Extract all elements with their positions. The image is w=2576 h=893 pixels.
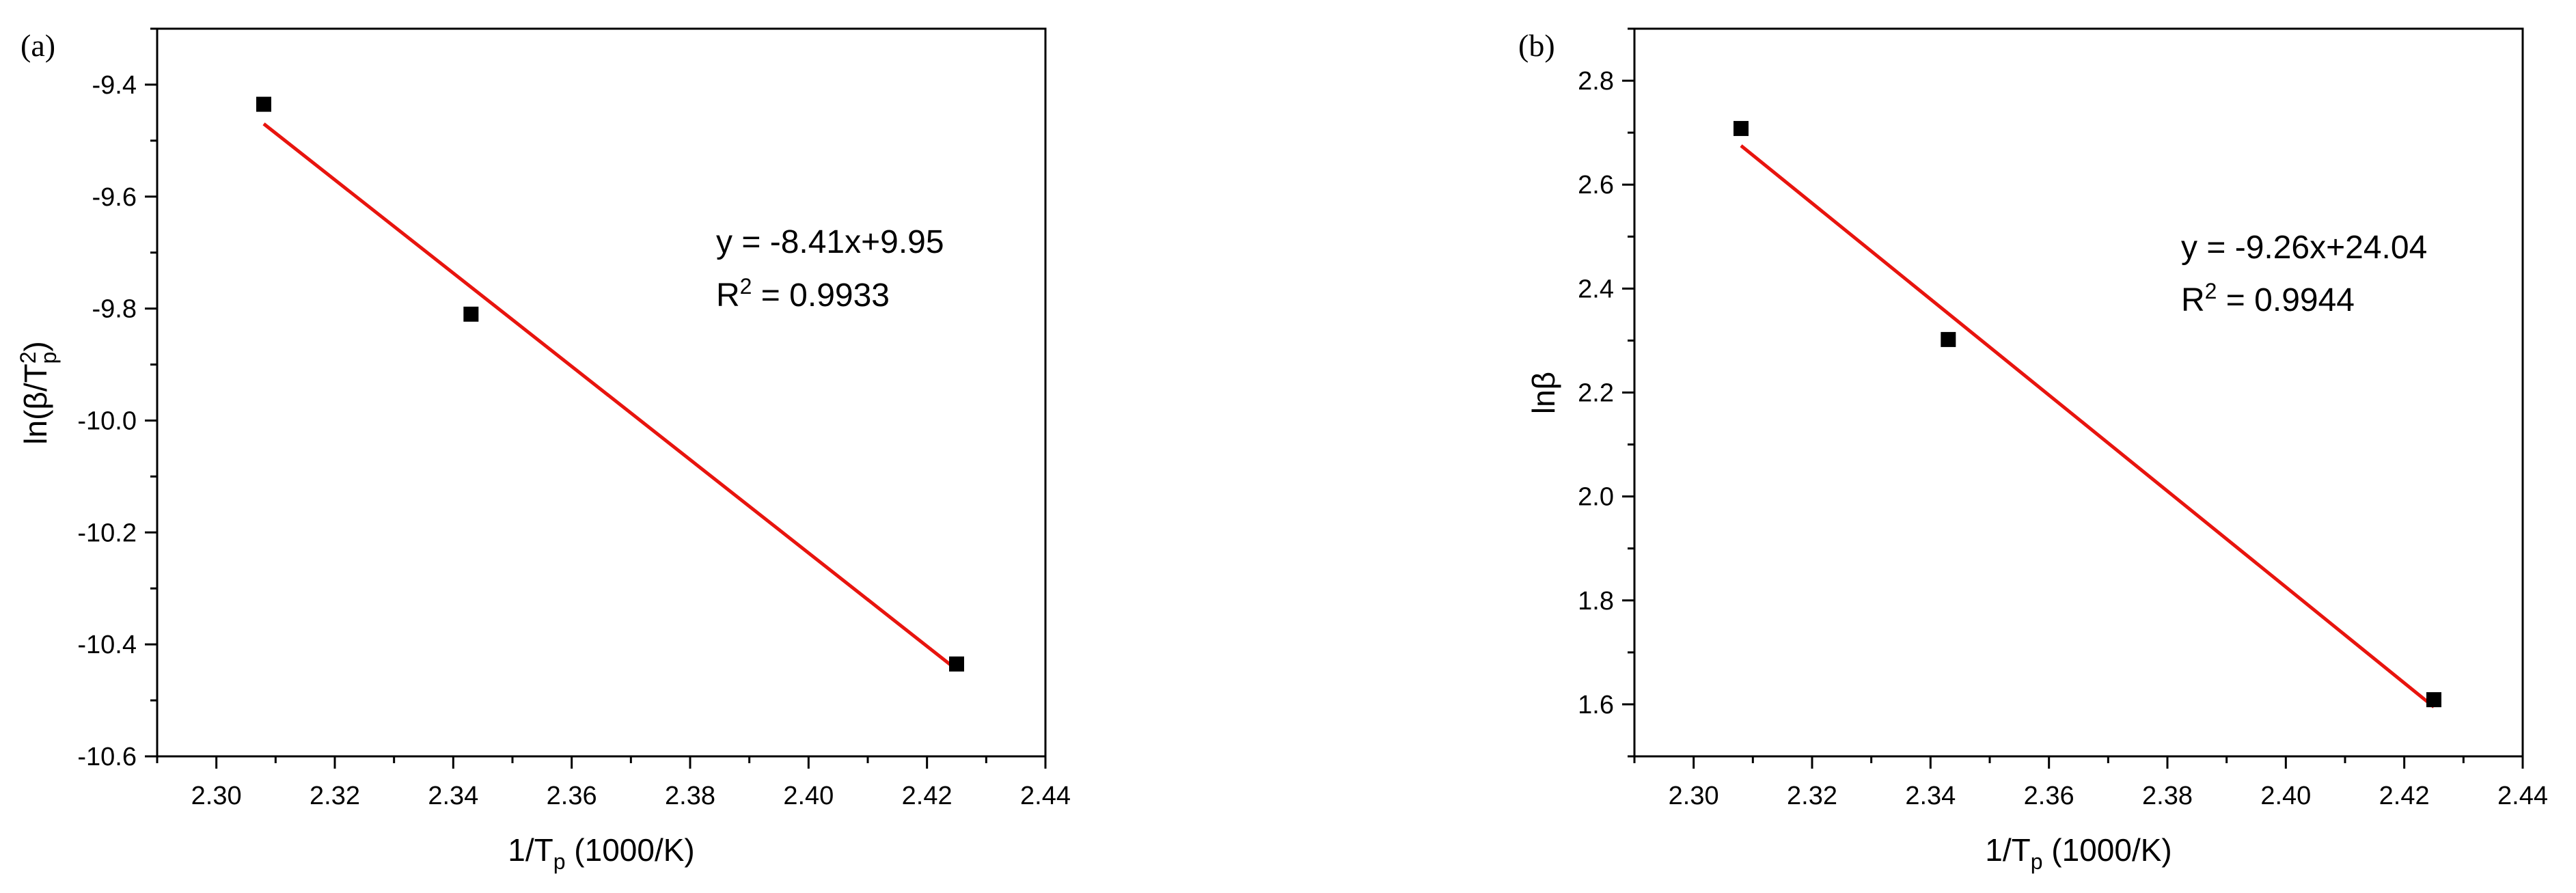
panel-b-y-tick-label: 1.6 <box>1578 691 1614 719</box>
panel-b-fit-line <box>1740 144 2435 709</box>
panel-a-x-tick-label: 2.42 <box>902 782 953 810</box>
panel-a-xlabel-units: (1000/K) <box>566 832 695 868</box>
panel-a-plot-frame <box>156 27 1047 758</box>
panel-a-r2-sup: 2 <box>740 274 752 299</box>
panel-b-fit <box>1740 144 2435 709</box>
panel-a-ylabel-sup: 2 <box>16 351 40 363</box>
panel-a: (a) 2.30 2.32 2.34 2.36 2.38 2.40 2.42 2.44 -9.… <box>16 27 1071 874</box>
panel-a-xlabel-main: 1/T <box>508 832 553 868</box>
panel-b-x-tick-label: 2.44 <box>2497 782 2548 810</box>
panel-a-x-tick-label: 2.40 <box>783 782 834 810</box>
panel-b-r2-sup: 2 <box>2205 279 2217 303</box>
panel-a-equation: y = -8.41x+9.95 <box>716 224 944 260</box>
panel-a-x-tick-label: 2.36 <box>547 782 597 810</box>
panel-b-x-axis-title: 1/Tp (1000/K) <box>1985 832 2171 874</box>
panel-b-y-tick-label: 1.8 <box>1578 587 1614 616</box>
panel-b-r-squared: R2 = 0.9944 <box>2181 279 2355 318</box>
panel-a-data-point-3 <box>949 656 964 672</box>
panel-a-x-tick-label: 2.38 <box>665 782 715 810</box>
panel-a-data-point-2 <box>463 306 479 322</box>
panel-a-fit-line <box>262 122 958 671</box>
panel-b-equation: y = -9.26x+24.04 <box>2181 230 2427 266</box>
panel-a-y-axis-title: ln(β/T2p) <box>16 341 61 444</box>
panel-b-y-tick-label: 2.6 <box>1578 171 1614 200</box>
panel-b-xlabel-units: (1000/K) <box>2043 832 2172 868</box>
panel-b-x-tick-label: 2.34 <box>1905 782 1956 810</box>
panel-b-y-tick-label: 2.4 <box>1578 275 1614 303</box>
panel-b-x-tick-label: 2.38 <box>2142 782 2193 810</box>
panel-b-label: (b) <box>1518 28 1555 63</box>
panel-a-r2-value: = 0.9933 <box>752 277 890 314</box>
panel-b-x-tick-label: 2.30 <box>1669 782 1719 810</box>
panel-a-y-tick-label: -9.4 <box>92 71 137 100</box>
panel-b-y-tick-label: 2.0 <box>1578 483 1614 512</box>
panel-a-x-tick-label: 2.32 <box>310 782 360 810</box>
panel-b-y-tick-label: 2.2 <box>1578 379 1614 408</box>
panel-a-y-tick-labels: -9.4 -9.6 -9.8 -10.0 -10.2 -10.4 -10.6 <box>77 71 137 771</box>
panel-a-x-tick-label: 2.30 <box>191 782 242 810</box>
panel-b-xlabel-main: 1/T <box>1985 832 2030 868</box>
panel-b-r2-prefix: R <box>2181 282 2205 318</box>
panel-a-ylabel-sub: p <box>36 352 61 364</box>
panel-b-x-tick-label: 2.32 <box>1787 782 1837 810</box>
panel-b-r2-value: = 0.9944 <box>2217 282 2355 318</box>
panel-b-points <box>1734 121 2441 708</box>
panel-b-x-tick-label: 2.40 <box>2260 782 2311 810</box>
panel-a-x-axis-title: 1/Tp (1000/K) <box>508 832 694 874</box>
panel-a-y-tick-label: -10.0 <box>77 407 137 435</box>
panel-b-y-tick-label: 2.8 <box>1578 67 1614 96</box>
panel-a-y-tick-label: -10.2 <box>77 519 137 547</box>
panel-a-ticks <box>145 27 1047 769</box>
panel-a-fit <box>262 122 958 671</box>
panel-a-y-tick-label: -10.4 <box>77 631 137 659</box>
panel-a-x-tick-label: 2.44 <box>1020 782 1071 810</box>
panel-a-xlabel-sub: p <box>553 849 566 874</box>
panel-b-x-tick-labels: 2.30 2.32 2.34 2.36 2.38 2.40 2.42 2.44 <box>1669 782 2548 810</box>
panel-a-x-tick-label: 2.34 <box>428 782 478 810</box>
panel-b-data-point-3 <box>2426 692 2441 708</box>
panel-a-data-point-1 <box>256 96 271 112</box>
panel-b-x-tick-label: 2.36 <box>2024 782 2074 810</box>
panel-a-y-tick-label: -10.6 <box>77 743 137 771</box>
panel-b-y-axis-title: lnβ <box>1526 372 1561 414</box>
panel-b-plot-frame <box>1633 27 2524 758</box>
panel-b: (b) 2.30 2.32 2.34 2.36 2.38 2.40 2.42 2.44 2.8… <box>1518 27 2548 874</box>
panel-b-data-point-2 <box>1941 331 1956 347</box>
panel-b-y-tick-labels: 2.8 2.6 2.4 2.2 2.0 1.8 1.6 <box>1578 67 1614 719</box>
panel-b-ticks <box>1622 27 2524 769</box>
panel-a-x-tick-labels: 2.30 2.32 2.34 2.36 2.38 2.40 2.42 2.44 <box>191 782 1071 810</box>
panel-a-points <box>256 96 964 672</box>
panel-a-r-squared: R2 = 0.9933 <box>716 274 890 314</box>
panel-a-y-tick-label: -9.8 <box>92 295 137 324</box>
panel-b-data-point-1 <box>1734 121 1749 137</box>
panel-a-r2-prefix: R <box>716 277 740 314</box>
panel-a-label: (a) <box>20 28 55 63</box>
panel-b-xlabel-sub: p <box>2031 849 2043 874</box>
panel-a-ylabel-prefix: ln(β/T <box>18 363 53 444</box>
panel-a-ylabel-suffix: ) <box>18 341 53 351</box>
panel-b-x-tick-label: 2.42 <box>2379 782 2430 810</box>
panel-a-y-tick-label: -9.6 <box>92 183 137 212</box>
